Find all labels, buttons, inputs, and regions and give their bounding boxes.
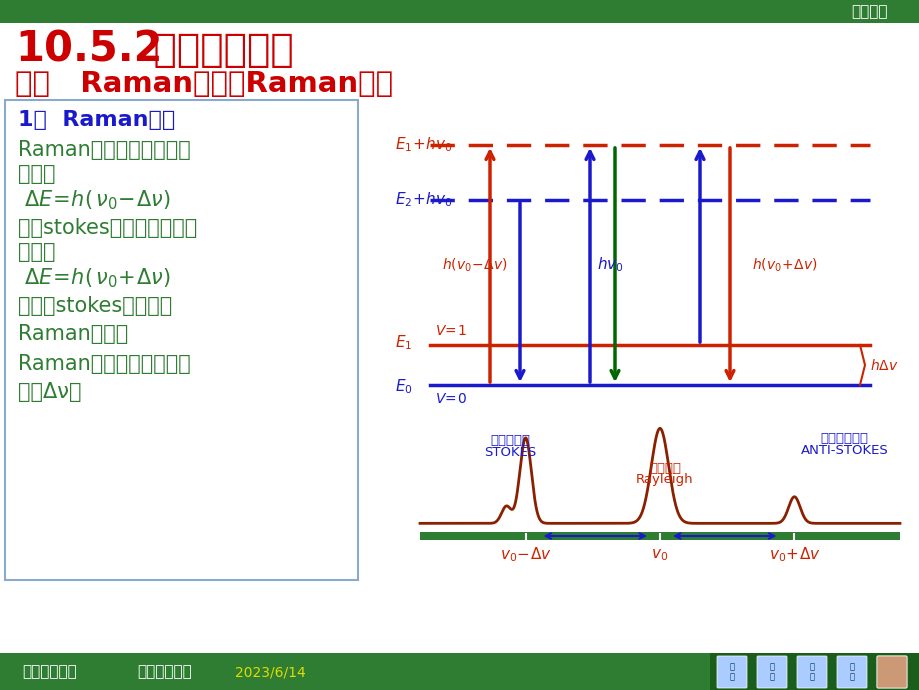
Text: 2023/6/14: 2023/6/14 [234,665,305,679]
Text: $h(v_0\!-\!\Delta v)$: $h(v_0\!-\!\Delta v)$ [442,256,507,274]
Text: $\Delta E\!=\!h(\,\nu_0\!+\!\Delta\nu)$: $\Delta E\!=\!h(\,\nu_0\!+\!\Delta\nu)$ [18,266,170,290]
Text: 产生stokes线；强；基态分: 产生stokes线；强；基态分 [18,218,197,238]
Text: Raman位移：: Raman位移： [18,324,128,344]
Text: $h\Delta v$: $h\Delta v$ [869,357,898,373]
FancyBboxPatch shape [876,656,906,688]
Bar [420,532,899,540]
Bar [0,653,919,690]
Text: $v_0\!-\!\Delta v$: $v_0\!-\!\Delta v$ [499,546,550,564]
FancyBboxPatch shape [756,656,786,688]
Text: 量差：: 量差： [18,164,55,184]
Text: $E_2\!+\!hv_0$: $E_2\!+\!hv_0$ [394,190,452,209]
Bar [709,653,919,690]
FancyBboxPatch shape [876,656,906,688]
Text: 仪器分析: 仪器分析 [851,5,887,19]
Text: 大连理工大学: 大连理工大学 [23,664,77,680]
Text: 1．  Raman散射: 1． Raman散射 [18,110,175,130]
Text: 首
页: 首 页 [729,662,733,682]
Text: ANTI-STOKES: ANTI-STOKES [800,444,888,457]
Text: 国家精品课程: 国家精品课程 [138,664,192,680]
Text: 子多。: 子多。 [18,242,55,262]
Text: $E_0$: $E_0$ [394,377,413,396]
Text: $h(v_0\!+\!\Delta v)$: $h(v_0\!+\!\Delta v)$ [752,256,817,274]
Text: $\Delta E\!=\!h(\,\nu_0\!-\!\Delta\nu)$: $\Delta E\!=\!h(\,\nu_0\!-\!\Delta\nu)$ [18,188,170,212]
Text: $V\!=\!1$: $V\!=\!1$ [435,324,466,338]
Text: $v_0\!+\!\Delta v$: $v_0\!+\!\Delta v$ [767,546,820,564]
Bar [0,0,919,23]
Text: Rayleigh: Rayleigh [636,473,693,486]
Text: 率差Δν。: 率差Δν。 [18,382,82,402]
Text: Raman散射的两种跃迁能: Raman散射的两种跃迁能 [18,140,190,160]
Text: 斯托克斯线: 斯托克斯线 [490,433,530,446]
Text: 前
页: 前 页 [768,662,774,682]
Text: $V\!=\!0$: $V\!=\!0$ [435,392,466,406]
Text: 瑞利散射: 瑞利散射 [648,462,680,475]
FancyBboxPatch shape [836,656,866,688]
Text: $v_0$: $v_0$ [651,547,668,563]
Text: 一、   Raman散射与Raman位移: 一、 Raman散射与Raman位移 [15,70,392,98]
Text: 产生反stokes线；弱。: 产生反stokes线；弱。 [18,296,172,316]
FancyBboxPatch shape [796,656,826,688]
Text: 10.5.2: 10.5.2 [15,29,163,71]
FancyBboxPatch shape [5,100,357,580]
Text: 拉曼光谱原理: 拉曼光谱原理 [140,31,293,69]
Text: $E_1\!+\!hv_0$: $E_1\!+\!hv_0$ [394,136,452,155]
Text: STOKES: STOKES [484,446,536,458]
Text: $hv_0$: $hv_0$ [596,256,623,275]
Text: $E_1$: $E_1$ [394,334,412,353]
Text: Raman散射光与入射光频: Raman散射光与入射光频 [18,354,190,374]
Text: 末
页: 末 页 [848,662,854,682]
FancyBboxPatch shape [716,656,746,688]
Text: 反斯托克斯线: 反斯托克斯线 [820,431,868,444]
Text: 后
页: 后 页 [809,662,813,682]
